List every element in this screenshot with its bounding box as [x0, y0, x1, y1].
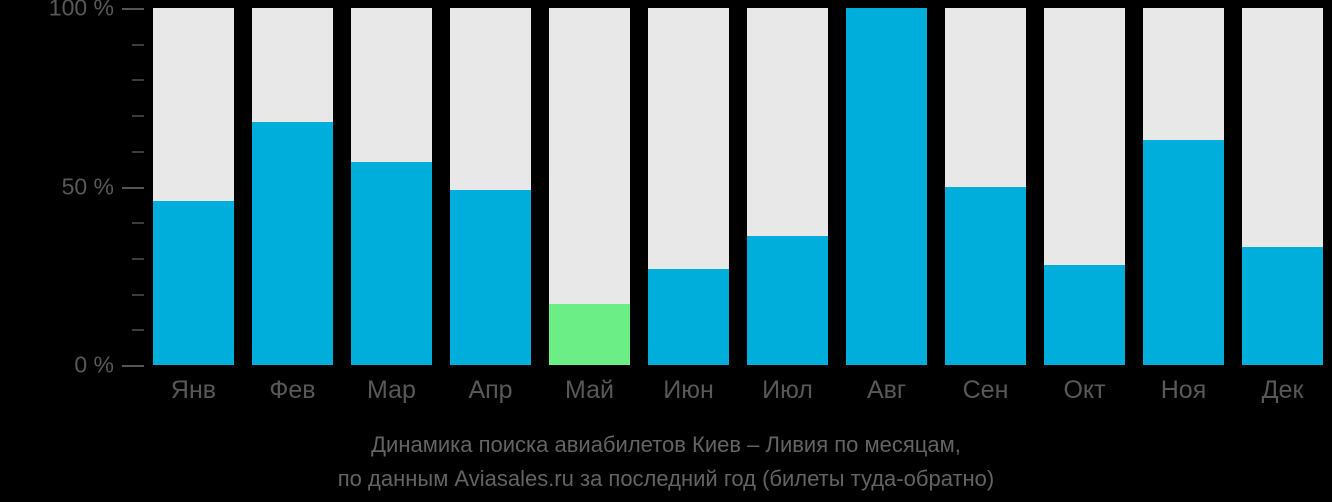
bar-track: [846, 8, 927, 365]
x-axis-label: Сен: [962, 376, 1009, 404]
x-axis-label: Июл: [762, 376, 813, 404]
bar-fill: [153, 200, 234, 365]
bar-fill: [1143, 140, 1224, 365]
bar-fill: [747, 236, 828, 365]
bar-track: [1242, 8, 1323, 365]
y-tick-minor-10: [132, 329, 144, 332]
bar-track: [1044, 8, 1125, 365]
bar-column[interactable]: [747, 0, 828, 365]
bars-container: [144, 0, 1332, 365]
bar-track: [747, 8, 828, 365]
bar-fill: [450, 190, 531, 365]
bar-column[interactable]: [252, 0, 333, 365]
bar-track: [252, 8, 333, 365]
x-axis-label: Май: [565, 376, 614, 404]
bar-track: [153, 8, 234, 365]
caption-line-1: Динамика поиска авиабилетов Киев – Ливия…: [371, 432, 961, 457]
x-axis-label: Апр: [468, 376, 513, 404]
bar-column[interactable]: [648, 0, 729, 365]
x-axis-label: Окт: [1063, 376, 1106, 404]
y-tick-minor-40: [132, 222, 144, 225]
bar-track: [1143, 8, 1224, 365]
bar-track: [450, 8, 531, 365]
y-tick-major-50: [122, 186, 144, 189]
y-tick-major-100: [122, 8, 144, 10]
x-axis-label: Ноя: [1160, 376, 1207, 404]
y-tick-minor-80: [132, 79, 144, 82]
bar-fill: [648, 268, 729, 365]
bar-fill: [945, 186, 1026, 365]
caption-line-2: по данным Aviasales.ru за последний год …: [337, 466, 995, 491]
y-axis-label-100: 100 %: [48, 0, 114, 21]
x-axis-label: Янв: [170, 376, 217, 404]
x-axis-label: Июн: [663, 376, 714, 404]
x-axis-label: Фев: [269, 376, 316, 404]
y-axis-label-50: 50 %: [61, 173, 114, 199]
bar-fill: [1242, 247, 1323, 365]
y-axis: 100 % 50 % 0 %: [0, 0, 144, 376]
bar-track: [945, 8, 1026, 365]
x-axis-label: Дек: [1261, 376, 1304, 404]
bar-track: [351, 8, 432, 365]
bar-column[interactable]: [1242, 0, 1323, 365]
y-tick-minor-70: [132, 115, 144, 118]
bar-track: [648, 8, 729, 365]
bar-column[interactable]: [1044, 0, 1125, 365]
bar-column[interactable]: [1143, 0, 1224, 365]
bar-fill: [351, 161, 432, 365]
y-tick-minor-90: [132, 43, 144, 46]
x-axis-label: Авг: [866, 376, 907, 404]
bar-fill: [549, 304, 630, 365]
bar-track: [549, 8, 630, 365]
bar-column[interactable]: [351, 0, 432, 365]
bar-fill: [1044, 265, 1125, 365]
bar-column[interactable]: [549, 0, 630, 365]
bar-column[interactable]: [846, 0, 927, 365]
bar-fill: [846, 8, 927, 365]
y-tick-minor-20: [132, 293, 144, 296]
bar-column[interactable]: [945, 0, 1026, 365]
y-axis-label-0: 0 %: [74, 351, 114, 378]
y-tick-minor-60: [132, 150, 144, 153]
y-tick-major-0: [122, 365, 144, 367]
bar-fill: [252, 122, 333, 365]
bar-column[interactable]: [450, 0, 531, 365]
x-axis: Янв Фев Мар Апр Май Июн Июл Авг Сен Окт Ноя Дек: [144, 372, 1332, 418]
chart-caption: Динамика поиска авиабилетов Киев – Ливия…: [0, 428, 1332, 496]
x-axis-label: Мар: [367, 376, 416, 404]
plot-area: 100 % 50 % 0 %: [0, 0, 1332, 376]
bar-column[interactable]: [153, 0, 234, 365]
y-tick-minor-30: [132, 257, 144, 260]
